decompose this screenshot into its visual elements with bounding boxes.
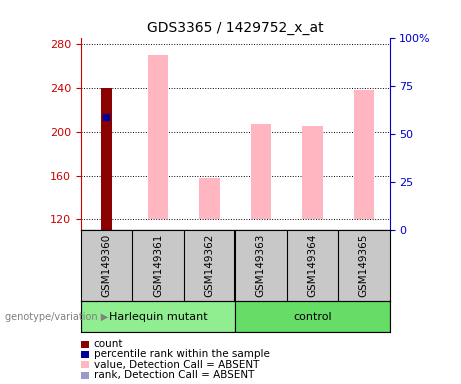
Text: GSM149363: GSM149363 xyxy=(256,234,266,297)
Bar xyxy=(148,55,168,219)
Bar xyxy=(101,88,112,230)
Bar xyxy=(235,301,390,332)
Bar xyxy=(354,90,374,219)
Bar xyxy=(199,178,220,219)
Title: GDS3365 / 1429752_x_at: GDS3365 / 1429752_x_at xyxy=(147,21,324,35)
Text: GSM149361: GSM149361 xyxy=(153,234,163,297)
Text: GSM149365: GSM149365 xyxy=(359,234,369,297)
Text: genotype/variation ▶: genotype/variation ▶ xyxy=(5,312,108,322)
Text: control: control xyxy=(293,312,331,322)
Text: value, Detection Call = ABSENT: value, Detection Call = ABSENT xyxy=(94,360,259,370)
Bar xyxy=(250,124,271,219)
Text: GSM149362: GSM149362 xyxy=(204,234,214,297)
Bar xyxy=(81,301,235,332)
Text: Harlequin mutant: Harlequin mutant xyxy=(109,312,207,322)
Text: percentile rank within the sample: percentile rank within the sample xyxy=(94,349,270,359)
Text: GSM149364: GSM149364 xyxy=(307,234,317,297)
Text: GSM149360: GSM149360 xyxy=(101,234,112,297)
Bar xyxy=(302,126,323,219)
Text: count: count xyxy=(94,339,123,349)
Text: rank, Detection Call = ABSENT: rank, Detection Call = ABSENT xyxy=(94,370,254,380)
